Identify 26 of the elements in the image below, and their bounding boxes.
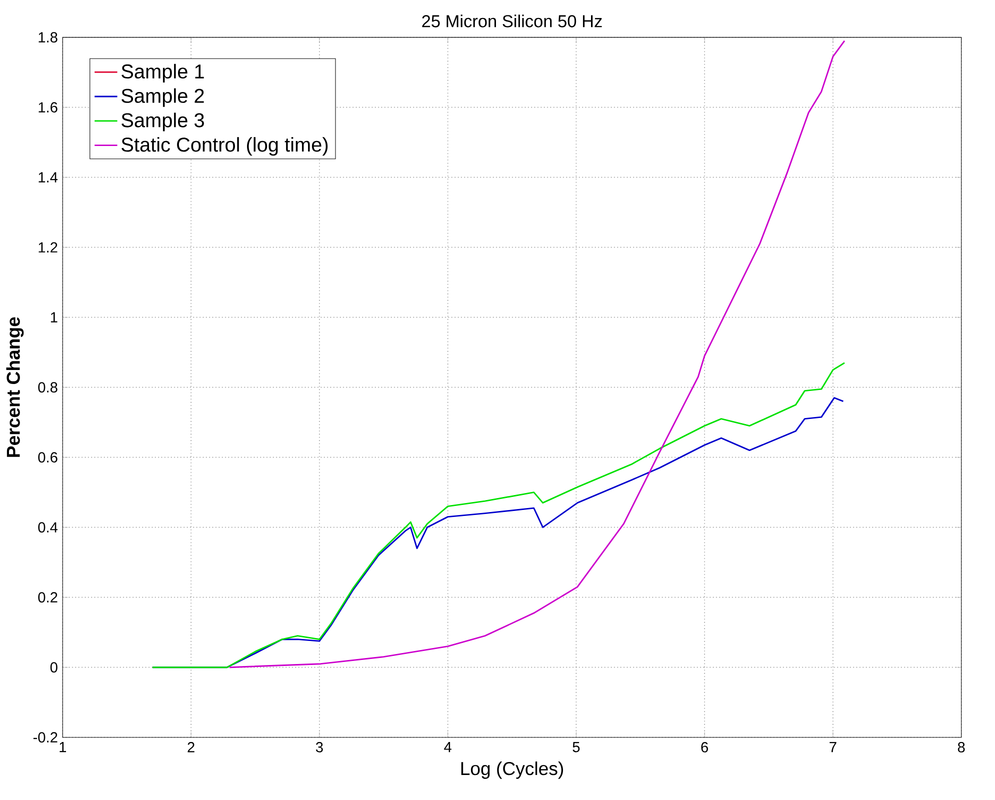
x-tick-label: 8 (958, 742, 965, 752)
legend-label: Static Control (log time) (122, 137, 328, 156)
y-tick-label: 0.8 (38, 382, 58, 393)
x-tick-label: 4 (444, 742, 452, 752)
chart-title: 25 Micron Silicon 50 Hz (422, 14, 602, 28)
y-tick-label: 1.2 (38, 242, 58, 252)
legend-label: Sample 2 (122, 88, 204, 107)
x-axis-title: Log (Cycles) (461, 761, 564, 779)
y-tick-label: 1.6 (38, 102, 58, 112)
x-tick-label: 7 (830, 742, 836, 752)
x-tick-label: 2 (188, 742, 194, 752)
x-tick-label: 5 (572, 742, 580, 752)
legend-label: Sample 3 (122, 112, 204, 132)
y-tick-label: 0.4 (38, 522, 58, 533)
legend-label: Sample 1 (122, 64, 204, 82)
y-tick-label: 1.4 (38, 172, 58, 182)
x-tick-label: 1 (60, 742, 66, 752)
x-tick-label: 6 (701, 742, 708, 752)
y-tick-label: 1 (50, 312, 58, 322)
y-axis-title: Percent Change (6, 317, 24, 457)
y-tick-label: 0 (50, 662, 58, 673)
y-tick-label: 0.6 (38, 452, 58, 463)
y-tick-label: 0.2 (38, 592, 58, 603)
y-tick-label: 1.8 (38, 32, 58, 42)
y-tick-label: -0.2 (33, 732, 58, 743)
x-tick-label: 3 (316, 742, 323, 752)
